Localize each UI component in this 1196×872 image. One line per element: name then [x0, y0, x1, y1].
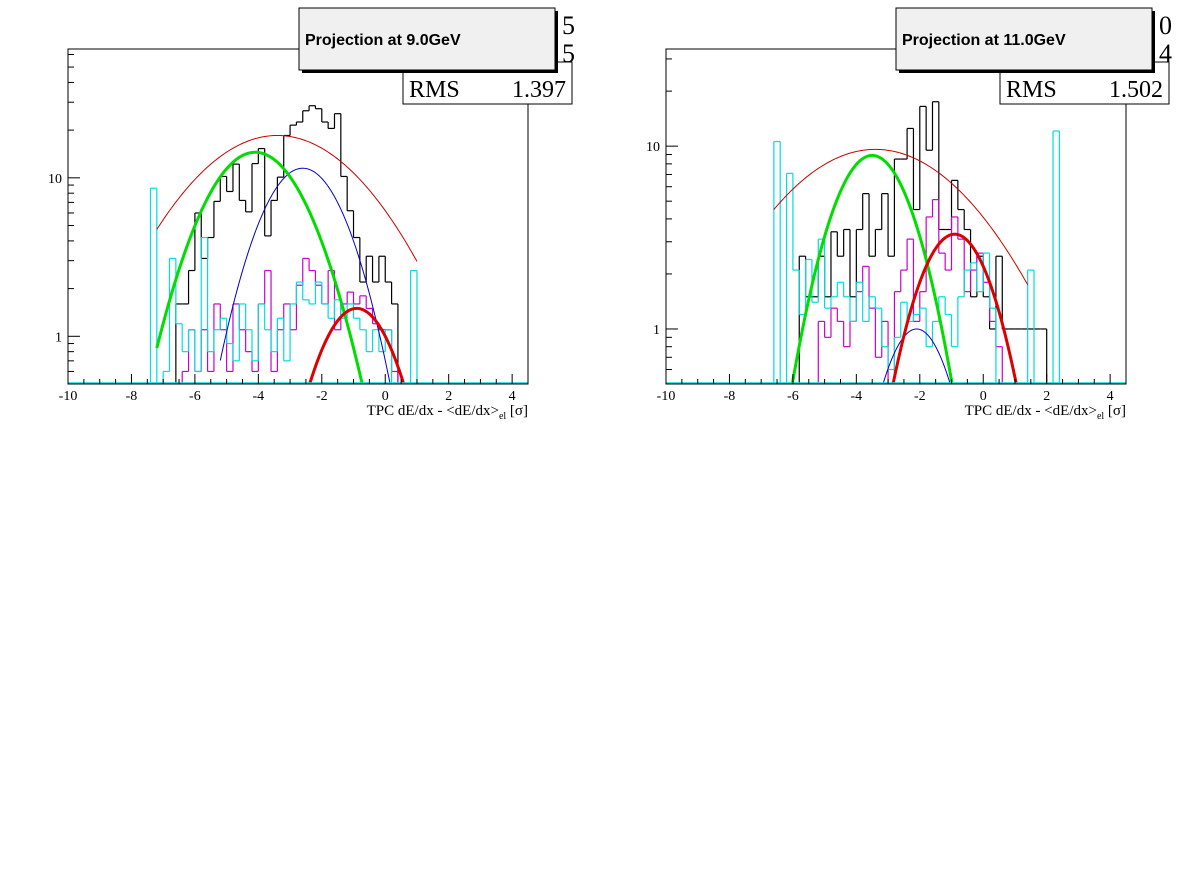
plot-area: [666, 101, 1126, 384]
fit-curve-component-c: [881, 232, 1028, 384]
x-tick-label: 0: [382, 389, 389, 404]
fit-curve-component-c: [283, 306, 417, 384]
chart-title-box: Projection at 9.0GeV: [298, 7, 558, 73]
histogram-mc-2: [144, 187, 424, 384]
chart-panel-2: -10 -8 -6 -4 -2 0 2 4 1 10 TPC dE/dx - <dE/dx>el […: [646, 7, 1172, 422]
x-tick-label: -4: [851, 389, 863, 404]
fit-curve-component-a: [875, 328, 958, 384]
x-tick-label: 4: [509, 389, 516, 404]
x-tick-label: 4: [1107, 389, 1114, 404]
x-tick-label: -2: [914, 389, 926, 404]
chart-title-box: Projection at 11.0GeV: [895, 7, 1155, 73]
y-tick-label: 10: [646, 140, 660, 155]
plot-area: [68, 105, 528, 384]
y-tick-label: 1: [55, 330, 62, 345]
y-tick-label: 10: [48, 172, 62, 187]
fit-curve-total-fit: [156, 134, 418, 262]
y-tick-label: 1: [653, 323, 660, 338]
x-axis-title: TPC dE/dx - <dE/dx>el [σ]: [965, 403, 1126, 422]
x-tick-label: -10: [657, 389, 676, 404]
x-tick-label: 2: [1043, 389, 1050, 404]
y-axis: 1 10: [646, 58, 678, 385]
plot-frame-border: [67, 48, 529, 385]
x-axis: -10 -8 -6 -4 -2 0 2 4: [657, 374, 1127, 404]
x-tick-label: 2: [445, 389, 452, 404]
x-tick-label: -6: [787, 389, 799, 404]
x-tick-label: -8: [126, 389, 138, 404]
fit-curve-component-a: [219, 167, 398, 384]
x-axis: -10 -8 -6 -4 -2 0 2 4: [59, 374, 529, 404]
fit-curve-total-fit: [773, 148, 1029, 285]
x-tick-label: -4: [253, 389, 265, 404]
x-tick-label: 0: [980, 389, 987, 404]
stats-rms-value: 1.502: [1109, 77, 1163, 103]
stats-rms-label: RMS: [409, 77, 460, 103]
stats-fragment: 0: [1159, 11, 1172, 40]
x-tick-label: -6: [189, 389, 201, 404]
stats-rms-label: RMS: [1006, 77, 1057, 103]
plot-frame: [665, 48, 1127, 385]
stats-fragment: 5: [562, 11, 575, 40]
stats-rms-value: 1.397: [512, 77, 566, 103]
plot-frame: [67, 48, 529, 385]
stats-fragment: 5: [562, 39, 575, 68]
stats-fragment: 4: [1159, 39, 1172, 68]
fit-curve-component-b: [155, 150, 395, 384]
x-axis-title: TPC dE/dx - <dE/dx>el [σ]: [367, 403, 528, 422]
y-axis: 1 10: [48, 54, 80, 385]
x-tick-label: -8: [724, 389, 736, 404]
histogram-mc-2: [767, 130, 1066, 384]
chart-panel-1: -10 -8 -6 -4 -2 0 2 4 1 10 TPC dE/dx - <dE/dx>el […: [48, 7, 575, 422]
chart-title: Projection at 9.0GeV: [305, 32, 461, 49]
x-tick-label: -2: [316, 389, 328, 404]
chart-title: Projection at 11.0GeV: [902, 32, 1066, 49]
x-tick-label: -10: [59, 389, 78, 404]
